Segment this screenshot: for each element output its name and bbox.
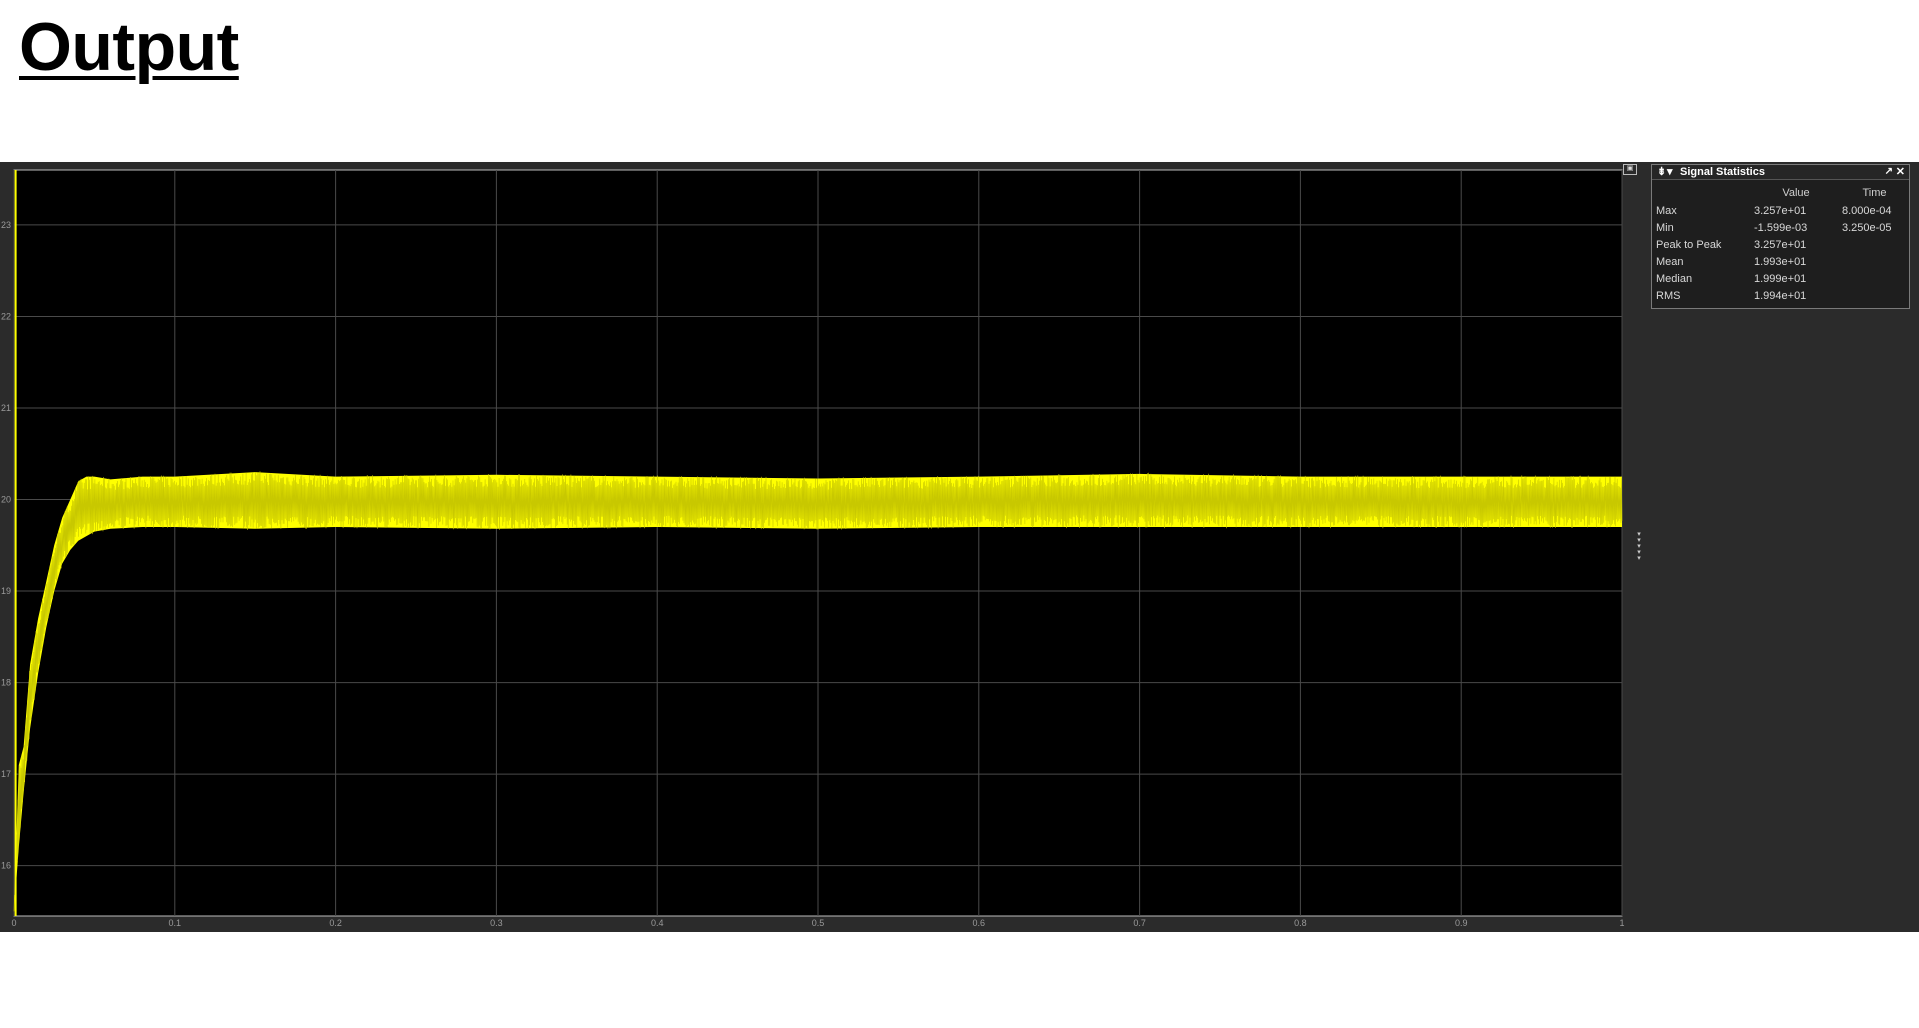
x-tick-label: 0.5 — [812, 918, 825, 928]
y-tick-label: 22 — [1, 311, 11, 321]
table-row: RMS 1.994e+01 — [1652, 287, 1909, 304]
stat-time: 8.000e-04 — [1842, 204, 1892, 217]
tick-labels: 0 0.1 0.2 0.3 0.4 0.5 0.6 0.7 0.8 0.9 1 16 17 18 19 20 2… — [1, 220, 1625, 928]
stat-label: Median — [1656, 272, 1693, 285]
caret-down-icon[interactable]: ▾ — [1667, 166, 1673, 178]
stat-time — [1840, 270, 1909, 287]
scope-window: 0 0.1 0.2 0.3 0.4 0.5 0.6 0.7 0.8 0.9 1 16 17 18 19 20 2… — [0, 162, 1919, 932]
grid-lines — [13, 170, 1623, 916]
stat-time: 3.250e-05 — [1842, 221, 1892, 234]
pin-icon[interactable]: ⇟ — [1657, 166, 1667, 178]
stat-value: 3.257e+01 — [1754, 204, 1807, 217]
column-header-time: Time — [1862, 186, 1887, 199]
x-tick-label: 0 — [11, 918, 16, 928]
x-tick-label: 0.1 — [169, 918, 182, 928]
x-tick-label: 0.8 — [1294, 918, 1307, 928]
window-expand-icon[interactable]: ▣ — [1623, 164, 1637, 175]
grip-dots-icon[interactable]: ▾ ▾ ▾ ▾ ▾ — [1637, 531, 1641, 562]
stat-label: Min — [1656, 221, 1674, 234]
x-tick-label: 0.6 — [973, 918, 986, 928]
signal-line — [13, 471, 1623, 912]
table-row: Peak to Peak 3.257e+01 — [1652, 236, 1909, 253]
x-tick-label: 0.3 — [490, 918, 503, 928]
y-tick-label: 23 — [1, 220, 11, 230]
table-row: Median 1.999e+01 — [1652, 270, 1909, 287]
close-icon[interactable]: ✕ — [1895, 166, 1905, 178]
stat-time — [1840, 253, 1909, 270]
y-tick-label: 18 — [1, 678, 11, 688]
stat-time — [1840, 287, 1909, 304]
statistics-table: Value Time Max 3.257e+01 8.000e-04 Min -… — [1652, 183, 1909, 304]
scope-plot[interactable]: 0 0.1 0.2 0.3 0.4 0.5 0.6 0.7 0.8 0.9 1 16 17 18 19 20 2… — [0, 162, 1645, 932]
table-row: Mean 1.993e+01 — [1652, 253, 1909, 270]
page-title: Output — [19, 9, 239, 85]
signal-statistics-header: ⇟ ▾ Signal Statistics ↗ ✕ — [1652, 165, 1909, 180]
stat-time — [1840, 236, 1909, 253]
x-tick-label: 0.7 — [1133, 918, 1146, 928]
stat-label: Mean — [1656, 255, 1684, 268]
stat-label: RMS — [1656, 289, 1681, 302]
stat-value: 3.257e+01 — [1754, 238, 1807, 251]
y-tick-label: 19 — [1, 586, 11, 596]
table-row: Min -1.599e-03 3.250e-05 — [1652, 219, 1909, 236]
table-row: Max 3.257e+01 8.000e-04 — [1652, 202, 1909, 219]
y-tick-label: 21 — [1, 403, 11, 413]
stat-value: 1.994e+01 — [1754, 289, 1807, 302]
stat-label: Peak to Peak — [1656, 238, 1722, 251]
y-tick-label: 17 — [1, 769, 11, 779]
undock-arrow-icon[interactable]: ↗ — [1884, 166, 1893, 177]
y-tick-label: 16 — [1, 861, 11, 871]
x-tick-label: 0.4 — [651, 918, 664, 928]
x-tick-label: 1 — [1619, 918, 1624, 928]
x-tick-label: 0.2 — [329, 918, 342, 928]
stat-label: Max — [1656, 204, 1677, 217]
column-header-value: Value — [1782, 186, 1810, 199]
stat-value: 1.999e+01 — [1754, 272, 1807, 285]
signal-statistics-panel: ⇟ ▾ Signal Statistics ↗ ✕ Value Time Max… — [1651, 164, 1910, 309]
x-tick-label: 0.9 — [1455, 918, 1468, 928]
stat-value: 1.993e+01 — [1754, 255, 1807, 268]
signal-statistics-title: Signal Statistics — [1680, 166, 1765, 178]
stat-value: -1.599e-03 — [1754, 221, 1808, 234]
column-header — [1652, 183, 1752, 202]
y-tick-label: 20 — [1, 495, 11, 505]
signal-trace — [13, 170, 1623, 916]
